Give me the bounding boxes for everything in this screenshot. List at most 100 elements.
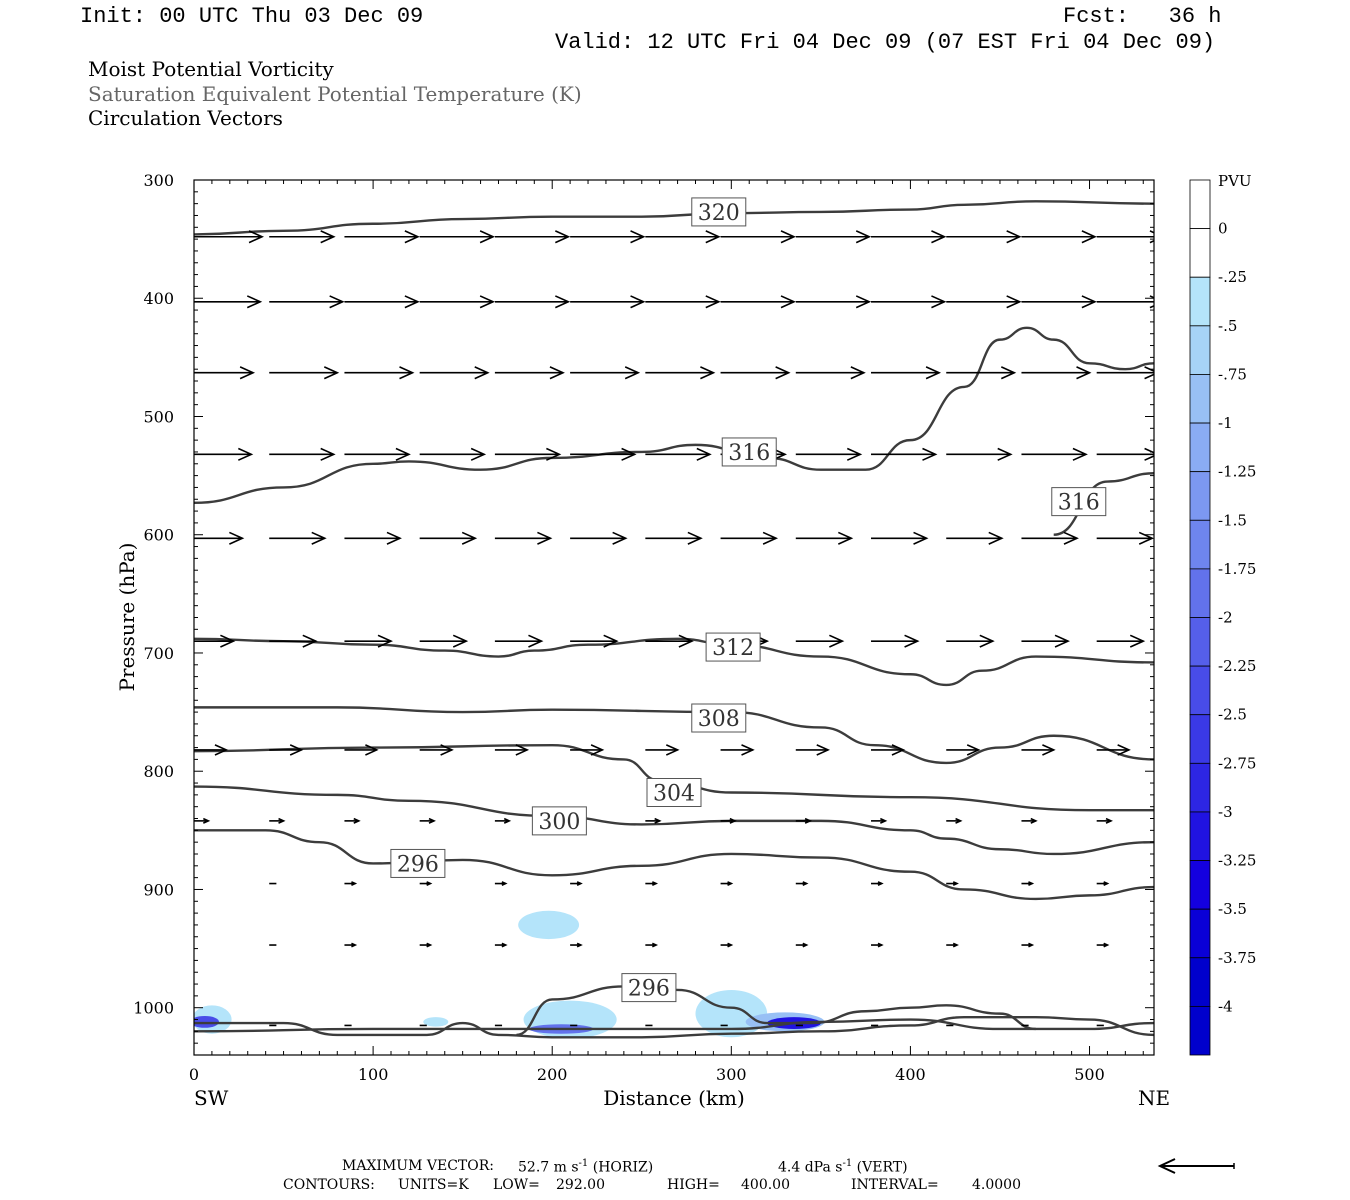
colorbar-label: -2.25	[1218, 657, 1256, 675]
colorbar-label: -2.75	[1218, 754, 1256, 772]
colorbar-label: -2	[1218, 609, 1233, 627]
x-tick-label: 300	[716, 1065, 747, 1084]
sw-end-label: SW	[194, 1086, 229, 1110]
circulation-vector	[1096, 881, 1110, 886]
circulation-vector	[946, 230, 1022, 244]
valid-time: Valid: 12 UTC Fri 04 Dec 09 (07 EST Fri …	[555, 30, 1216, 55]
theta-contour-6	[194, 785, 1154, 856]
circulation-vector	[269, 744, 304, 756]
contour-label-296: 296	[621, 973, 677, 1003]
colorbar-title: PVU	[1218, 172, 1252, 190]
circulation-vector	[795, 634, 845, 648]
circulation-vector	[1096, 366, 1154, 380]
colorbar-swatch	[1189, 957, 1211, 1007]
circulation-vector	[946, 447, 1013, 461]
circulation-vector	[419, 531, 478, 545]
theta-contour-0	[194, 200, 1154, 236]
contour-label-308: 308	[691, 703, 747, 733]
contour-label-text: 308	[698, 707, 740, 732]
colorbar-swatch	[1189, 519, 1211, 570]
y-tick-label: 800	[143, 762, 174, 781]
contour-label-text: 296	[628, 977, 670, 1002]
forecast-hour: Fcst: 36 h	[1063, 4, 1222, 29]
pv-region-0	[518, 910, 580, 940]
circulation-vector	[1096, 230, 1154, 244]
circulation-vector	[419, 817, 436, 824]
contour-label-text: 296	[397, 852, 439, 877]
circulation-vector	[946, 881, 959, 886]
circulation-vector	[344, 942, 358, 948]
circulation-vector	[946, 744, 981, 756]
circulation-vector	[570, 447, 637, 461]
circulation-vector	[946, 531, 1004, 545]
circulation-vector	[645, 531, 703, 545]
x-axis-title: Distance (km)	[603, 1086, 745, 1110]
y-axis-title: Pressure (hPa)	[115, 543, 139, 692]
circulation-vector	[871, 447, 938, 461]
colorbar-swatch	[1189, 422, 1211, 473]
max-vert-value: 4.4 dPa s-1 (VERT)	[778, 1158, 908, 1176]
field-title-vectors: Circulation Vectors	[88, 106, 283, 130]
circulation-vector	[269, 531, 327, 545]
contours-low-label: LOW=	[493, 1177, 540, 1193]
circulation-vector	[795, 744, 830, 756]
y-tick-label: 600	[143, 526, 174, 545]
colorbar-label: -4	[1218, 997, 1233, 1015]
circulation-vector	[1021, 366, 1092, 380]
circulation-vector	[570, 634, 619, 648]
circulation-vector	[419, 366, 490, 380]
colorbar-label: -1.5	[1218, 511, 1247, 529]
y-tick-label: 500	[143, 407, 174, 426]
circulation-vector	[720, 366, 791, 380]
colorbar-label: 0	[1218, 220, 1228, 238]
x-tick-label: 500	[1074, 1065, 1105, 1084]
theta-contour-7	[194, 829, 1154, 901]
circulation-vector	[645, 744, 680, 756]
axis-ticks	[193, 179, 1154, 1056]
circulation-vector	[1021, 744, 1056, 756]
contours-high-label: HIGH=	[667, 1177, 720, 1193]
circulation-vector	[570, 942, 583, 948]
circulation-vector	[494, 942, 508, 948]
contour-label-316: 316	[1051, 487, 1107, 517]
x-tick-label: 100	[358, 1065, 389, 1084]
circulation-vector	[344, 447, 411, 461]
circulation-vector	[194, 447, 254, 461]
circulation-vector	[871, 366, 942, 380]
contours-interval-value: 4.0000	[972, 1177, 1021, 1193]
field-title-theta: Saturation Equivalent Potential Temperat…	[88, 82, 582, 106]
circulation-vector	[419, 744, 454, 756]
x-tick-label: 0	[189, 1065, 199, 1084]
colorbar-swatch	[1189, 762, 1211, 813]
y-tick-label: 900	[143, 880, 174, 899]
circulation-vector	[494, 634, 544, 648]
circulation-vector	[494, 366, 565, 380]
circulation-vector	[645, 634, 694, 648]
theta-contour-9	[194, 1015, 1154, 1039]
circulation-vector	[795, 366, 866, 380]
circulation-vector	[570, 531, 628, 545]
colorbar-swatch	[1189, 325, 1211, 375]
circulation-vector	[194, 531, 245, 545]
colorbar-label: -3.75	[1218, 949, 1256, 967]
circulation-vector	[344, 817, 361, 824]
circulation-vector	[795, 230, 872, 244]
circulation-vector	[1096, 744, 1131, 756]
circulation-vector	[419, 942, 433, 948]
colorbar-swatch	[1189, 374, 1211, 424]
contours-label: CONTOURS:	[283, 1177, 375, 1193]
colorbar-label: -1	[1218, 414, 1233, 432]
circulation-vector	[570, 881, 583, 886]
circulation-vector	[1096, 531, 1154, 545]
circulation-vector	[795, 447, 863, 461]
circulation-vectors	[194, 230, 1154, 1027]
circulation-vector	[1021, 634, 1070, 648]
circulation-vector	[645, 942, 659, 948]
circulation-vector	[795, 942, 809, 948]
circulation-vector	[871, 881, 884, 886]
circulation-vector	[946, 366, 1017, 380]
contour-label-text: 316	[1058, 491, 1100, 516]
circulation-vector	[194, 744, 229, 756]
y-tick-label: 300	[143, 171, 174, 190]
circulation-vector	[1096, 942, 1110, 948]
